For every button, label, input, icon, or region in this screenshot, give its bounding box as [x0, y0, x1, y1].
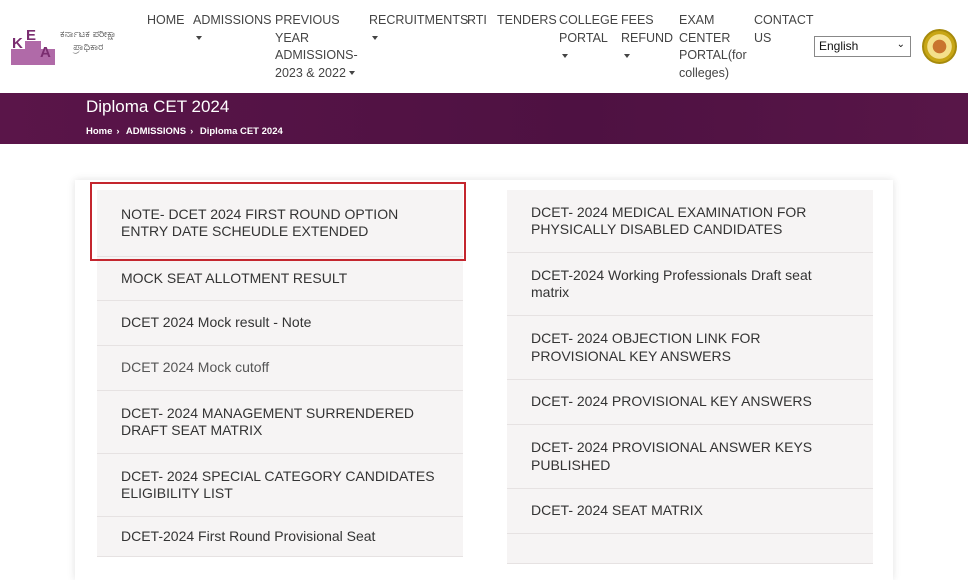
list-item-label: DCET-2024 Working Professionals Draft se… — [531, 266, 812, 301]
list-item[interactable]: DCET- 2024 SEAT MATRIX — [507, 489, 873, 534]
nav-item-label: 2023 & 2022 — [275, 65, 358, 83]
list-item[interactable]: DCET-2024 Working Professionals Draft se… — [507, 253, 873, 316]
chevron-right-icon: › — [116, 126, 120, 137]
nav-item-label: COLLEGE — [559, 13, 619, 27]
nav-item-home[interactable]: HOME — [147, 12, 185, 30]
nav-item-label: TENDERS — [497, 13, 557, 27]
list-item-label: DCET-2024 First Round Provisional Seat — [121, 527, 376, 544]
language-selected: English — [819, 39, 859, 53]
list-item-label: DCET- 2024 SPECIAL CATEGORY CANDIDATES E… — [121, 467, 435, 502]
page-banner: Diploma CET 2024 Home › ADMISSIONS › Diplo… — [0, 93, 968, 144]
list-item[interactable]: NOTE- DCET 2024 FIRST ROUND OPTION ENTRY… — [97, 190, 463, 257]
language-select[interactable]: English ⌄ — [814, 36, 911, 57]
nav-item-college[interactable]: COLLEGE PORTAL — [559, 12, 618, 64]
right-link-list: DCET- 2024 MEDICAL EXAMINATION FOR PHYSI… — [507, 190, 873, 564]
nav-item-fees[interactable]: FEES REFUND — [621, 12, 673, 64]
list-item[interactable]: DCET- 2024 MEDICAL EXAMINATION FOR PHYSI… — [507, 190, 873, 253]
list-item-label: DCET- 2024 MEDICAL EXAMINATION FOR PHYSI… — [531, 203, 807, 238]
logo-text-line1: ಕರ್ನಾಟಕ ಪರೀಕ್ಷಾ — [60, 29, 117, 40]
chevron-right-icon: › — [190, 126, 194, 137]
nav-item-label: PREVIOUS — [275, 13, 340, 27]
caret-down-icon — [624, 53, 630, 58]
nav-item-label: colleges) — [679, 65, 730, 80]
nav-item-previous[interactable]: PREVIOUS YEAR ADMISSIONS- 2023 & 2022 — [275, 12, 358, 82]
list-item[interactable]: DCET 2024 Mock cutoff — [97, 346, 463, 391]
nav-item-label: RTI — [467, 13, 487, 27]
logo-kannada-text: ಕರ್ನಾಟಕ ಪರೀಕ್ಷಾ ಪ್ರಾಧಿಕಾರ — [60, 28, 117, 54]
chevron-down-icon: ⌄ — [896, 39, 905, 50]
caret-down-icon — [562, 53, 568, 58]
list-item-label: DCET- 2024 MANAGEMENT SURRENDERED DRAFT … — [121, 404, 415, 439]
list-item[interactable]: DCET 2024 Mock result - Note — [97, 301, 463, 346]
nav-item-label: PORTAL(for — [679, 48, 747, 62]
list-item-label: DCET- 2024 OBJECTION LINK FOR PROVISIONA… — [531, 330, 761, 364]
page-title: Diploma CET 2024 — [86, 97, 230, 116]
nav-item-label: RECRUITMENTS — [369, 13, 469, 27]
nav-item-label: ADMISSIONS — [193, 13, 272, 27]
list-item-label: DCET 2024 Mock cutoff — [121, 359, 270, 376]
nav-item-label: FEES — [621, 13, 654, 27]
list-item[interactable]: DCET- 2024 OBJECTION LINK FOR PROVISIONA… — [507, 316, 873, 380]
karnataka-emblem-icon — [922, 29, 957, 64]
nav-item-admissions[interactable]: ADMISSIONS — [193, 12, 272, 47]
list-item-label: DCET- 2024 PROVISIONAL KEY ANSWERS — [531, 393, 812, 410]
caret-down-icon — [196, 36, 202, 41]
nav-item-label: EXAM — [679, 13, 715, 27]
nav-item-label: CONTACT — [754, 13, 814, 27]
svg-text:K: K — [12, 35, 23, 52]
list-item[interactable]: DCET- 2024 PROVISIONAL KEY ANSWERS — [507, 380, 873, 425]
list-item[interactable] — [507, 534, 873, 564]
breadcrumb-home[interactable]: Home — [86, 126, 113, 137]
nav-item-recruitments[interactable]: RECRUITMENTS — [369, 12, 468, 47]
nav-item-tenders[interactable]: TENDERS — [497, 12, 557, 30]
list-item-label: NOTE- DCET 2024 FIRST ROUND OPTION ENTRY… — [121, 205, 399, 240]
nav-item-label: PORTAL — [559, 30, 608, 45]
list-item-label: DCET- 2024 SEAT MATRIX — [531, 502, 703, 519]
left-link-list: NOTE- DCET 2024 FIRST ROUND OPTION ENTRY… — [97, 190, 463, 557]
nav-item-label: CENTER — [679, 30, 731, 45]
list-item[interactable]: DCET-2024 First Round Provisional Seat — [97, 517, 463, 557]
nav-item-label: REFUND — [621, 30, 674, 45]
svg-text:A: A — [40, 44, 51, 61]
breadcrumb-admissions[interactable]: ADMISSIONS — [125, 126, 187, 137]
nav-item-contact[interactable]: CONTACT US — [754, 12, 814, 47]
list-item[interactable]: DCET- 2024 SPECIAL CATEGORY CANDIDATES E… — [97, 454, 463, 517]
logo-text-line2: ಪ್ರಾಧಿಕಾರ — [73, 42, 104, 53]
caret-down-icon — [372, 36, 378, 41]
kea-logo[interactable]: K E A — [11, 27, 71, 65]
list-item[interactable]: DCET- 2024 MANAGEMENT SURRENDERED DRAFT … — [97, 391, 463, 454]
site-header: K E A ಕರ್ನಾಟಕ ಪರೀಕ್ಷಾ ಪ್ರಾಧಿಕಾರ HOME ADMI… — [0, 0, 968, 93]
nav-item-label: HOME — [147, 13, 185, 27]
nav-item-rti[interactable]: RTI — [467, 12, 487, 30]
list-item-label: DCET 2024 Mock result - Note — [121, 314, 312, 331]
breadcrumb-current: Diploma CET 2024 — [199, 126, 283, 137]
list-item-label: MOCK SEAT ALLOTMENT RESULT — [121, 269, 348, 286]
nav-item-label: YEAR — [275, 30, 310, 45]
list-item-label: DCET- 2024 PROVISIONAL ANSWER KEYS PUBLI… — [531, 439, 813, 473]
list-item[interactable]: MOCK SEAT ALLOTMENT RESULT — [97, 257, 463, 301]
list-item[interactable]: DCET- 2024 PROVISIONAL ANSWER KEYS PUBLI… — [507, 425, 873, 489]
nav-item-label: US — [754, 30, 772, 45]
breadcrumb: Home › ADMISSIONS › Diploma CET 2024 — [86, 126, 287, 137]
highlight-box — [90, 182, 466, 261]
svg-text:E: E — [26, 27, 36, 44]
caret-down-icon — [348, 71, 355, 76]
nav-item-label: ADMISSIONS- — [275, 48, 358, 62]
nav-item-exam[interactable]: EXAM CENTER PORTAL(for colleges) — [679, 12, 747, 82]
